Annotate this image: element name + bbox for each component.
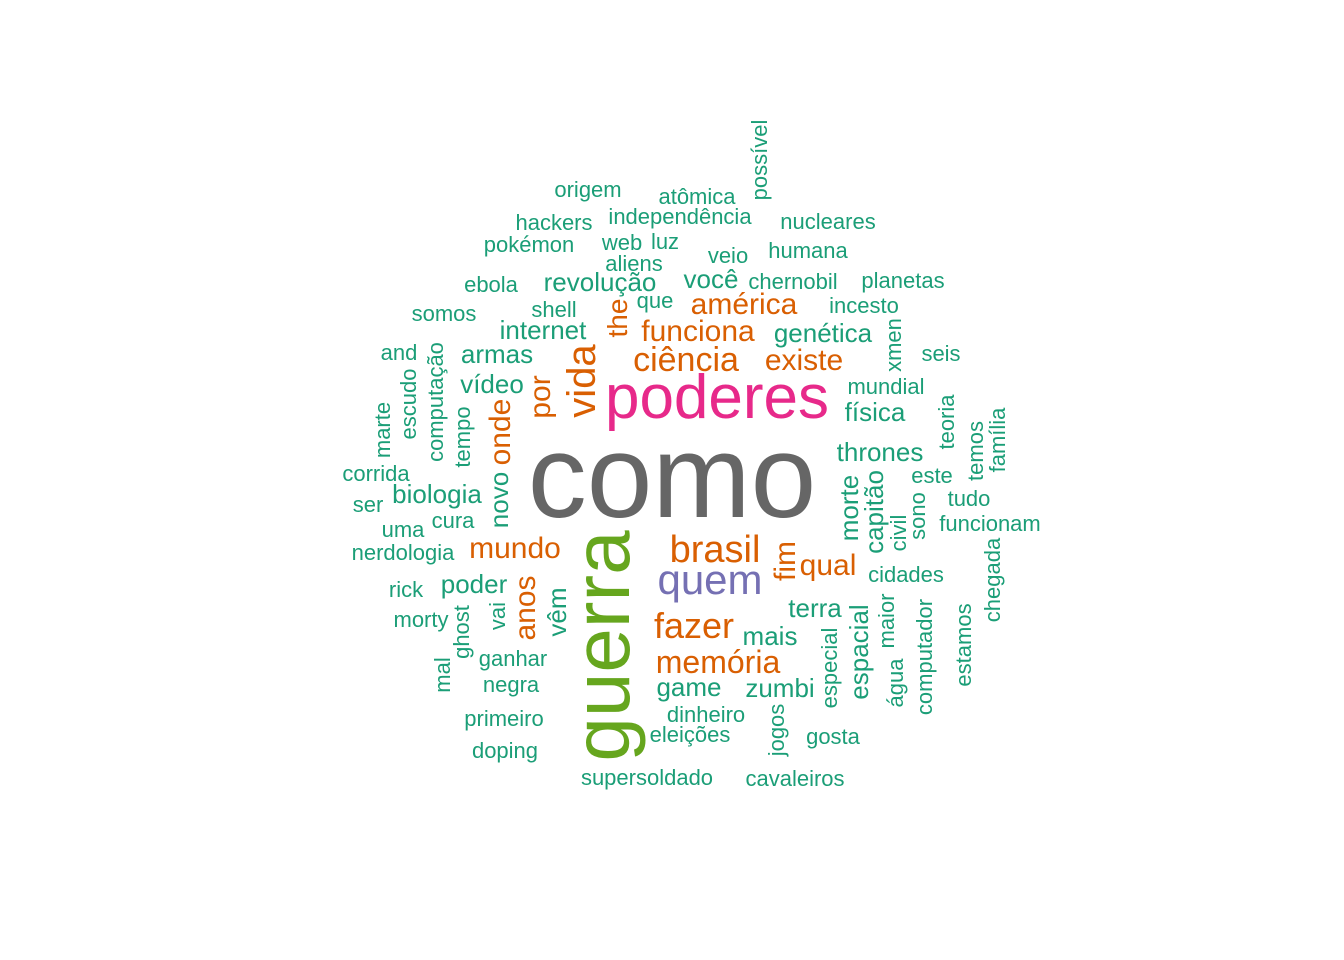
word-familia: família — [985, 407, 1010, 473]
word-voce: você — [683, 264, 739, 294]
word-biologia: biologia — [392, 479, 482, 509]
word-estamos: estamos — [951, 603, 976, 687]
word-incesto: incesto — [829, 293, 899, 318]
word-fim: fim — [769, 541, 802, 581]
word-espacial: espacial — [844, 604, 874, 700]
word-existe: existe — [764, 344, 844, 377]
word-shell: shell — [531, 297, 577, 322]
word-tempo: tempo — [450, 406, 475, 468]
word-chegada: chegada — [980, 537, 1005, 623]
word-humana: humana — [768, 238, 848, 263]
word-jogos: jogos — [764, 703, 789, 757]
word-doping: doping — [471, 738, 539, 763]
word-mal: mal — [430, 657, 455, 693]
word-corrida: corrida — [342, 461, 410, 486]
word-origem: origem — [554, 177, 622, 202]
word-vem: vêm — [542, 587, 572, 637]
word-primeiro: primeiro — [464, 706, 544, 731]
word-ganhar: ganhar — [478, 646, 548, 671]
word-genetica: genética — [773, 318, 873, 348]
word-dinheiro: dinheiro — [666, 702, 746, 727]
word-que: que — [636, 288, 674, 313]
word-cidades: cidades — [868, 562, 944, 587]
word-internet: internet — [499, 315, 587, 345]
word-planetas: planetas — [861, 268, 945, 293]
word-onde: onde — [484, 398, 517, 466]
word-ghost: ghost — [449, 605, 474, 659]
word-rick: rick — [388, 577, 424, 602]
word-teoria: teoria — [934, 394, 959, 450]
word-supersoldado: supersoldado — [580, 765, 714, 790]
word-vida: vida — [560, 344, 604, 418]
word-nerdologia: nerdologia — [351, 540, 455, 565]
word-poderes: poderes — [604, 363, 830, 432]
word-web: web — [601, 230, 643, 255]
word-ser: ser — [352, 492, 384, 517]
word-funciona: funciona — [641, 315, 755, 348]
word-nucleares: nucleares — [780, 209, 876, 234]
word-morty: morty — [393, 607, 449, 632]
word-memoria: memória — [655, 644, 781, 680]
word-mundo: mundo — [469, 532, 561, 565]
word-atomica: atômica — [658, 184, 736, 209]
word-qual: qual — [799, 549, 857, 582]
word-america: américa — [690, 288, 798, 321]
word-and: and — [380, 340, 418, 365]
word-fazer: fazer — [653, 605, 735, 646]
word-maior: maior — [874, 593, 899, 649]
word-especial: especial — [817, 627, 842, 709]
word-aliens: aliens — [605, 251, 663, 276]
word-pokemon: pokémon — [483, 232, 575, 257]
word-eleicoes: eleições — [649, 722, 731, 747]
word-video: vídeo — [460, 369, 524, 399]
word-seis: seis — [921, 341, 961, 366]
word-cura: cura — [431, 508, 475, 533]
word-agua: água — [883, 658, 908, 708]
word-luz: luz — [650, 229, 680, 254]
word-chernobil: chernobil — [748, 269, 838, 294]
word-novo: novo — [484, 471, 514, 529]
word-por: por — [524, 375, 557, 419]
word-thrones: thrones — [836, 437, 924, 467]
word-brasil: brasil — [669, 529, 761, 571]
word-somos: somos — [411, 301, 477, 326]
word-fisica: física — [844, 397, 906, 427]
word-the: the — [602, 298, 633, 338]
word-independencia: independência — [608, 204, 752, 229]
word-cavaleiros: cavaleiros — [745, 766, 845, 791]
word-ebola: ebola — [464, 272, 518, 297]
word-armas: armas — [460, 339, 534, 369]
word-temos: temos — [963, 421, 988, 481]
word-funcionam: funcionam — [939, 511, 1041, 536]
word-como: como — [527, 411, 817, 543]
word-mais: mais — [742, 621, 798, 651]
word-escudo: escudo — [396, 368, 421, 440]
word-veio: veio — [707, 243, 749, 268]
word-vai: vai — [485, 601, 510, 631]
word-terra: terra — [788, 593, 842, 623]
word-revolucao: revolução — [543, 267, 657, 297]
word-zumbi: zumbi — [745, 673, 815, 703]
word-uma: uma — [381, 517, 425, 542]
word-game: game — [656, 672, 722, 702]
word-xmen: xmen — [881, 318, 906, 372]
word-este: este — [911, 463, 953, 488]
word-quem: quem — [657, 556, 763, 603]
word-ciencia: ciência — [633, 341, 739, 379]
word-poder: poder — [440, 569, 508, 599]
word-possivel: possível — [747, 119, 772, 201]
word-computador: computador — [912, 598, 937, 716]
word-mundial: mundial — [847, 374, 925, 399]
word-gosta: gosta — [806, 724, 860, 749]
word-marte: marte — [370, 401, 395, 459]
word-computacao: computação — [423, 342, 448, 462]
word-anos: anos — [509, 575, 542, 641]
word-guerra: guerra — [557, 530, 646, 762]
word-civil: civil — [886, 514, 911, 552]
word-tudo: tudo — [947, 486, 991, 511]
word-capitao: capitão — [859, 470, 889, 554]
word-hackers: hackers — [515, 210, 593, 235]
word-negra: negra — [482, 672, 540, 697]
